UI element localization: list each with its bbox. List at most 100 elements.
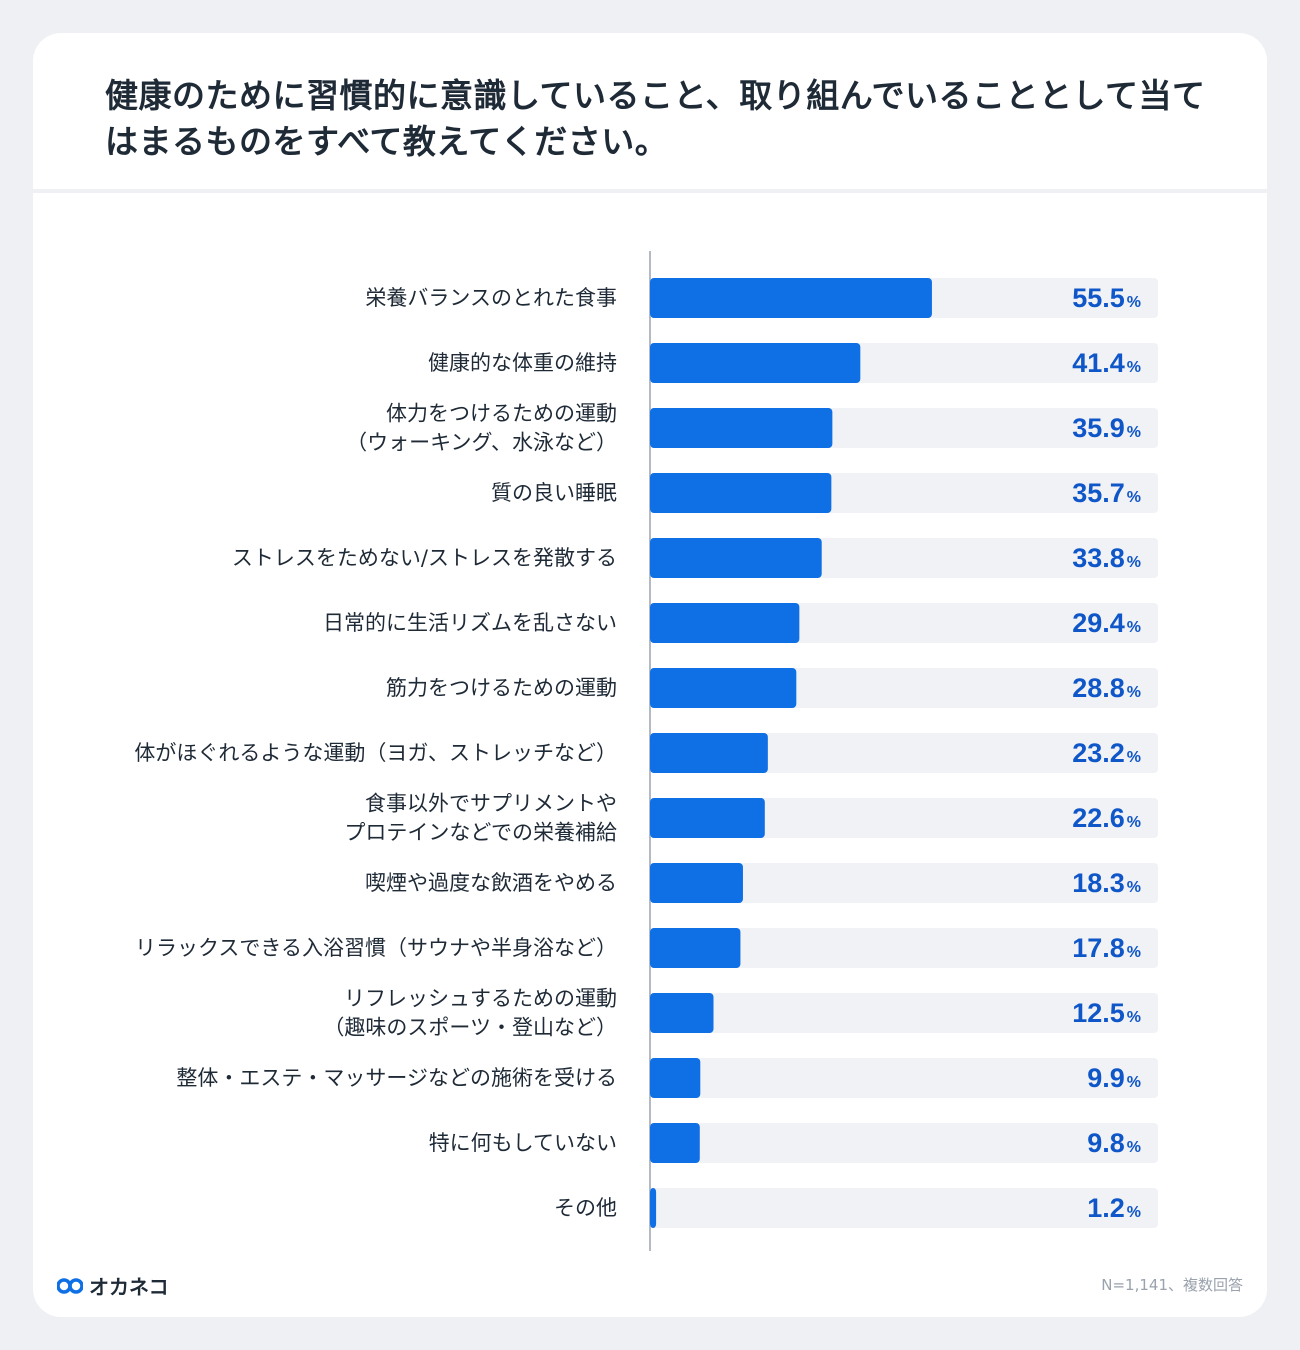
bar-row: ストレスをためない/ストレスを発散する 33.8% [232, 538, 1158, 578]
data-label-unit: % [1127, 619, 1141, 636]
category-label-line: 筋力をつけるための運動 [386, 676, 617, 700]
title-area: 健康のために習慣的に意識していること、取り組んでいることとして当てはまるものをす… [33, 33, 1267, 193]
bar [650, 408, 833, 448]
bar-row: その他 1.2% [554, 1188, 1158, 1228]
data-label-unit: % [1127, 1139, 1141, 1156]
logo-text: オカネコ [89, 1275, 169, 1299]
category-label: リラックスできる入浴習慣（サウナや半身浴など） [135, 936, 617, 960]
data-label-value: 35.7 [1072, 478, 1125, 508]
bar-row: 質の良い睡眠 35.7% [491, 473, 1158, 513]
category-label-line: プロテインなどでの栄養補給 [344, 821, 617, 845]
data-label: 41.4% [1072, 348, 1141, 378]
logo-icon [57, 1277, 83, 1294]
category-label-line: 整体・エステ・マッサージなどの施術を受ける [176, 1066, 617, 1090]
data-label-unit: % [1127, 554, 1141, 571]
category-label-line: 健康的な体重の維持 [428, 351, 617, 375]
bar-row: 栄養バランスのとれた食事 55.5% [365, 278, 1158, 318]
category-label-line: 特に何もしていない [429, 1131, 617, 1155]
data-label-value: 9.9 [1087, 1063, 1125, 1093]
data-label-value: 55.5 [1072, 283, 1125, 313]
bar-row: リフレッシュするための運動 （趣味のスポーツ・登山など） 12.5% [323, 987, 1158, 1040]
bar-row: リラックスできる入浴習慣（サウナや半身浴など） 17.8% [135, 928, 1158, 968]
bar [650, 928, 741, 968]
bar-row: 体力をつけるための運動 （ウォーキング、水泳など） 35.9% [346, 402, 1158, 455]
bar [650, 668, 797, 708]
data-label-value: 41.4 [1072, 348, 1125, 378]
chart-title: 健康のために習慣的に意識していること、取り組んでいることとして当てはまるものをす… [105, 76, 1206, 161]
category-label: 食事以外でサプリメントやプロテインなどでの栄養補給 [344, 792, 617, 845]
category-label: その他 [554, 1196, 617, 1220]
data-label: 9.8% [1087, 1128, 1141, 1158]
bar-row: 喫煙や過度な飲酒をやめる 18.3% [365, 863, 1158, 903]
bar-chart: 栄養バランスのとれた食事 55.5 %健康的な体重の維持 41.4 %体力をつけるための… [134, 251, 1158, 1251]
category-label-line: ストレスをためない/ストレスを発散する [232, 546, 617, 570]
category-label: ストレスをためない/ストレスを発散する [232, 546, 617, 570]
bar [650, 1123, 700, 1163]
bar-row: 健康的な体重の維持 41.4% [428, 343, 1158, 383]
bar-track [650, 928, 1158, 968]
bar-track [650, 1123, 1158, 1163]
chart-card: 健康のために習慣的に意識していること、取り組んでいることとして当てはまるものをす… [33, 33, 1267, 1317]
bar-row: 整体・エステ・マッサージなどの施術を受ける 9.9% [176, 1058, 1158, 1098]
data-label-value: 1.2 [1087, 1193, 1125, 1223]
data-label: 17.8% [1072, 933, 1141, 963]
data-label-value: 17.8 [1072, 933, 1125, 963]
data-label-unit: % [1127, 879, 1141, 896]
bar-row: 日常的に生活リズムを乱さない 29.4% [323, 603, 1158, 643]
data-label-value: 12.5 [1072, 998, 1125, 1028]
data-label-unit: % [1127, 1009, 1141, 1026]
bar [650, 278, 932, 318]
sample-note: N=1,141、複数回答 [1101, 1276, 1243, 1294]
bar-track [650, 993, 1158, 1033]
data-label: 18.3% [1072, 868, 1141, 898]
category-label-line: 体がほぐれるような運動（ヨガ、ストレッチなど） [134, 741, 617, 765]
data-label-unit: % [1127, 359, 1141, 376]
data-label: 9.9% [1087, 1063, 1141, 1093]
data-label: 33.8% [1072, 543, 1141, 573]
data-label-unit: % [1127, 1204, 1141, 1221]
data-label-value: 9.8 [1087, 1128, 1125, 1158]
bar-row: 筋力をつけるための運動 28.8% [386, 668, 1158, 708]
data-label-value: 22.6 [1072, 803, 1125, 833]
category-label-line: （ウォーキング、水泳など） [346, 431, 617, 455]
bar [650, 538, 822, 578]
data-label-value: 28.8 [1072, 673, 1125, 703]
bar-row: 体がほぐれるような運動（ヨガ、ストレッチなど） 23.2% [134, 733, 1158, 773]
bar-track [650, 733, 1158, 773]
bar-row: 特に何もしていない 9.8% [429, 1123, 1158, 1163]
bar [650, 733, 768, 773]
category-label: 質の良い睡眠 [491, 481, 617, 505]
data-label-value: 33.8 [1072, 543, 1125, 573]
data-label: 35.7% [1072, 478, 1141, 508]
data-label-value: 18.3 [1072, 868, 1125, 898]
category-label-line: その他 [554, 1196, 617, 1220]
data-label-value: 29.4 [1072, 608, 1125, 638]
category-label: 体力をつけるための運動 （ウォーキング、水泳など） [346, 402, 617, 455]
data-label-unit: % [1127, 814, 1141, 831]
category-label-line: 喫煙や過度な飲酒をやめる [365, 871, 617, 895]
bar-track [650, 863, 1158, 903]
bar-track [650, 1188, 1158, 1228]
data-label: 22.6% [1072, 803, 1141, 833]
data-label: 23.2% [1072, 738, 1141, 768]
data-label: 29.4% [1072, 608, 1141, 638]
bar [650, 1058, 701, 1098]
category-label: 健康的な体重の維持 [428, 351, 617, 375]
brand-logo: オカネコ [57, 1271, 169, 1300]
category-label: 筋力をつけるための運動 [386, 676, 617, 700]
data-label-unit: % [1127, 684, 1141, 701]
data-label: 35.9% [1072, 413, 1141, 443]
category-label-line: （趣味のスポーツ・登山など） [323, 1016, 617, 1040]
data-label: 55.5% [1072, 283, 1141, 313]
data-label-value: 35.9 [1072, 413, 1125, 443]
data-label-unit: % [1127, 1074, 1141, 1091]
bar-row: 食事以外でサプリメントやプロテインなどでの栄養補給 22.6% [344, 792, 1158, 845]
bar [650, 993, 714, 1033]
category-label-line: 質の良い睡眠 [491, 481, 617, 505]
data-label-unit: % [1127, 489, 1141, 506]
bar-track [650, 1058, 1158, 1098]
category-label-line: リラックスできる入浴習慣（サウナや半身浴など） [135, 936, 617, 960]
data-label-unit: % [1127, 424, 1141, 441]
bar [650, 863, 743, 903]
bar [650, 343, 861, 383]
